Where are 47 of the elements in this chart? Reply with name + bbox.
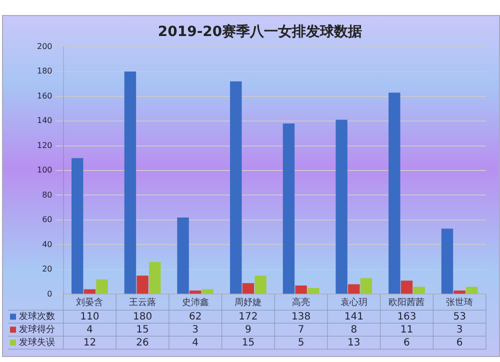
data-label: 141 [344,311,364,322]
x-tick-label: 史沛鑫 [182,296,209,308]
data-label: 180 [132,311,152,322]
data-label: 53 [453,311,466,322]
data-label: 15 [136,324,149,336]
data-label: 138 [292,311,311,322]
data-label: 163 [397,311,416,322]
x-tick-label: 欧阳茜茜 [388,296,425,308]
data-label: 3 [192,324,199,336]
data-label: 6 [456,337,463,348]
x-tick-label: 高亮 [292,296,310,308]
y-tick-label: 200 [36,42,52,51]
data-label: 6 [404,337,410,348]
data-label: 4 [192,337,199,348]
data-label: 12 [83,337,96,348]
data-label: 3 [456,324,463,336]
y-tick-label: 40 [42,240,52,249]
data-label: 26 [136,337,149,348]
data-label: 62 [189,311,202,322]
data-label: 9 [245,324,252,336]
data-label: 8 [350,324,358,336]
data-label: 11 [400,324,414,336]
y-tick-label: 160 [36,91,52,100]
y-tick-label: 180 [36,66,52,76]
y-tick-label: 20 [42,264,52,274]
data-label: 172 [238,311,258,322]
legend-label: 发球得分 [19,324,55,336]
legend-label: 发球次数 [19,311,55,322]
y-tick-label: 80 [42,190,52,200]
x-tick-label: 王云蕗 [129,296,156,308]
y-tick-label: 120 [36,140,52,150]
data-label: 4 [86,324,93,336]
x-tick-label: 袁心玥 [340,296,368,308]
x-tick-label: 刘晏含 [76,296,104,308]
x-tick-label: 张世琦 [446,296,474,308]
y-tick-label: 100 [36,166,52,175]
y-tick-label: 60 [42,215,52,224]
data-label: 5 [298,337,304,348]
legend-label: 发球失误 [19,337,55,348]
x-tick-label: 周妤婕 [234,296,262,308]
y-tick-label: 0 [47,289,52,298]
data-label: 110 [80,311,100,322]
data-label: 7 [298,324,304,336]
chart-title: 2019-20赛季八一女排发球数据 [158,23,362,40]
data-label: 15 [242,337,255,348]
data-label: 13 [348,337,360,348]
y-tick-label: 140 [36,116,52,126]
